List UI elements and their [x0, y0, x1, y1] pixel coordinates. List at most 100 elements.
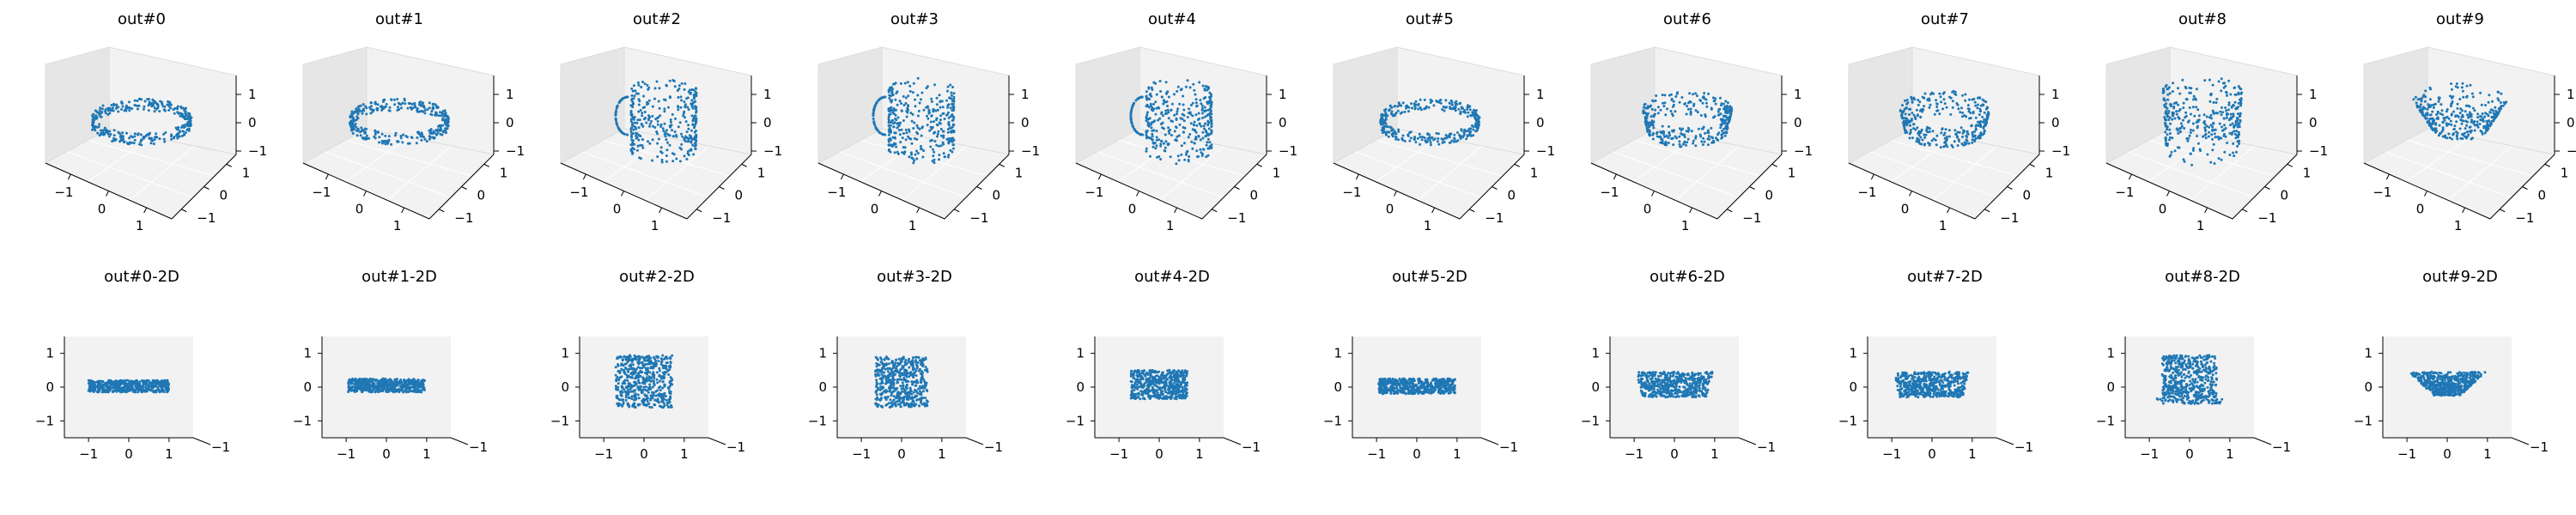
data-point: [936, 132, 939, 136]
data-point: [2476, 112, 2480, 116]
data-point: [625, 133, 629, 136]
data-point: [1461, 107, 1464, 111]
data-point: [2202, 135, 2205, 138]
data-point: [426, 108, 429, 111]
x-tick-label: −1: [1600, 185, 1619, 200]
data-point: [1705, 105, 1709, 108]
data-point: [184, 131, 187, 134]
data-point: [1149, 154, 1151, 158]
data-point: [392, 389, 396, 392]
data-point: [2196, 126, 2199, 130]
data-point: [1981, 133, 1984, 136]
panel-title: out#3: [890, 10, 939, 28]
data-point: [895, 145, 898, 148]
data-point: [637, 134, 641, 137]
data-point: [2476, 120, 2479, 124]
data-point: [419, 104, 422, 107]
data-point: [155, 135, 158, 138]
data-point: [1918, 109, 1922, 112]
data-point: [2239, 101, 2243, 105]
data-point: [878, 131, 882, 135]
data-point: [1419, 106, 1422, 109]
data-point: [2215, 97, 2219, 100]
data-point: [888, 126, 891, 130]
data-point: [891, 136, 895, 139]
data-point: [2222, 128, 2226, 131]
data-point: [2453, 124, 2457, 128]
data-point: [430, 113, 434, 117]
x-tick-label: 1: [651, 218, 659, 233]
data-point: [2469, 125, 2472, 129]
data-point: [112, 129, 116, 132]
data-point: [1162, 102, 1165, 106]
data-point: [2217, 80, 2221, 83]
data-point: [1203, 106, 1206, 109]
data-point: [185, 122, 189, 125]
data-point: [1475, 122, 1479, 125]
data-point: [2224, 135, 2227, 138]
data-point: [1938, 112, 1941, 116]
data-point: [637, 83, 641, 87]
data-point: [939, 118, 942, 122]
data-point: [410, 102, 414, 106]
data-point: [1651, 99, 1654, 102]
data-point: [143, 135, 147, 138]
data-point: [2165, 110, 2168, 112]
data-point: [434, 111, 438, 114]
data-point: [1674, 95, 1678, 98]
data-point: [872, 117, 875, 120]
data-point: [1724, 127, 1728, 130]
data-point: [1178, 123, 1182, 126]
data-point: [1904, 112, 1907, 116]
data-point: [2235, 150, 2238, 154]
data-point: [2232, 112, 2235, 116]
data-point: [653, 87, 657, 90]
data-point: [660, 151, 664, 154]
grid-line: [860, 136, 925, 183]
data-point: [377, 130, 380, 134]
data-point: [403, 97, 406, 100]
data-point: [1175, 162, 1178, 166]
data-point: [1151, 132, 1154, 136]
data-point: [1965, 138, 1968, 142]
data-point: [691, 123, 695, 126]
grid-line: [324, 151, 452, 198]
data-point: [1904, 129, 1906, 131]
data-point: [630, 97, 634, 100]
data-point: [369, 112, 373, 115]
data-point: [1193, 88, 1196, 92]
data-point: [2445, 110, 2448, 113]
data-point: [909, 137, 913, 141]
data-point: [121, 105, 125, 108]
data-point: [115, 106, 118, 110]
data-point: [892, 107, 896, 110]
data-point: [105, 129, 108, 132]
data-point: [1188, 107, 1191, 111]
data-point: [1667, 142, 1670, 144]
y-tick-label: 1: [500, 165, 508, 180]
data-point: [630, 126, 633, 130]
data-point: [362, 387, 366, 391]
data-point: [380, 142, 384, 145]
data-point: [1382, 122, 1385, 125]
x-tick-label: −1: [1084, 185, 1103, 200]
data-point: [903, 146, 907, 149]
data-point: [1914, 128, 1917, 131]
data-point: [904, 138, 908, 142]
data-point: [1965, 136, 1969, 138]
data-point: [147, 109, 150, 112]
data-point: [2220, 158, 2223, 161]
data-point: [1696, 111, 1699, 114]
data-point: [658, 87, 661, 90]
data-point: [1170, 109, 1173, 112]
data-point: [2465, 136, 2468, 140]
data-point: [2459, 136, 2463, 140]
data-point: [1145, 90, 1148, 94]
data-point: [2424, 89, 2427, 93]
data-point: [1669, 93, 1673, 96]
data-point: [946, 104, 950, 107]
data-point: [1951, 100, 1954, 103]
data-point: [180, 134, 184, 137]
data-point: [110, 103, 113, 106]
data-point: [1900, 113, 1904, 117]
